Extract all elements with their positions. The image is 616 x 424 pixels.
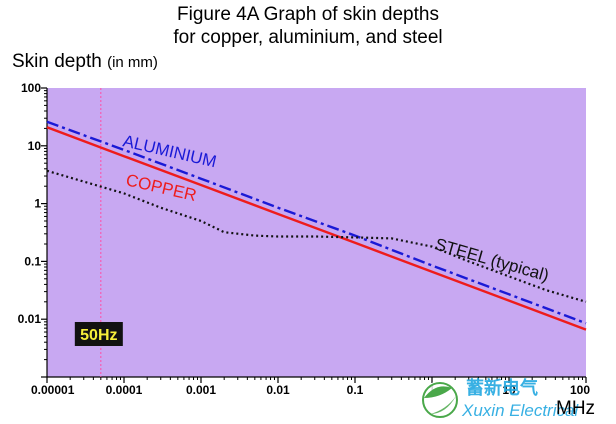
y-tick-label: 100 — [21, 81, 41, 95]
watermark: 蓄新电气 Xuxin Electrical — [421, 377, 579, 420]
x-tick-label: 0.001 — [186, 383, 216, 397]
x-tick-label: 0.0001 — [106, 383, 143, 397]
series-line-copper — [46, 126, 587, 331]
x-tick-label: 0.1 — [347, 383, 364, 397]
chart-title: Figure 4A Graph of skin depths — [177, 4, 439, 25]
frequency-marker: 50Hz — [74, 88, 123, 377]
y-tick-label: 1 — [34, 197, 41, 211]
watermark-logo-ring — [422, 382, 458, 418]
y-tick-label: 10 — [28, 139, 42, 153]
x-axis-unit-label: MHz — [556, 398, 596, 419]
x-tick-label: 10 — [502, 383, 516, 397]
series-line-aluminium — [46, 120, 587, 325]
plot-area — [47, 88, 586, 377]
series-lines — [46, 120, 587, 331]
watermark-logo-backdrop — [421, 381, 459, 419]
watermark-chinese-text: 蓄新电气 — [466, 377, 538, 399]
y-tick-label: 0.1 — [24, 254, 41, 268]
watermark-english-text: Xuxin Electrical — [461, 401, 579, 420]
frequency-marker-box — [74, 322, 123, 346]
y-axis-unit: (in mm) — [107, 54, 158, 71]
leaf-icon — [430, 396, 456, 414]
frequency-marker-label: 50Hz — [80, 327, 117, 344]
y-axis: 100 10 1 0.1 0.01 — [18, 81, 48, 378]
y-tick-label: 0.01 — [18, 312, 42, 326]
x-tick-label: 0.00001 — [31, 383, 75, 397]
x-tick-label: 0.01 — [266, 383, 290, 397]
y-axis-label-text: Skin depth — [12, 51, 102, 72]
chart-subtitle: for copper, aluminium, and steel — [173, 27, 443, 48]
x-tick-label: 100 — [570, 383, 590, 397]
leaf-icon — [424, 386, 452, 398]
y-axis-label: Skin depth (in mm) — [12, 51, 158, 73]
